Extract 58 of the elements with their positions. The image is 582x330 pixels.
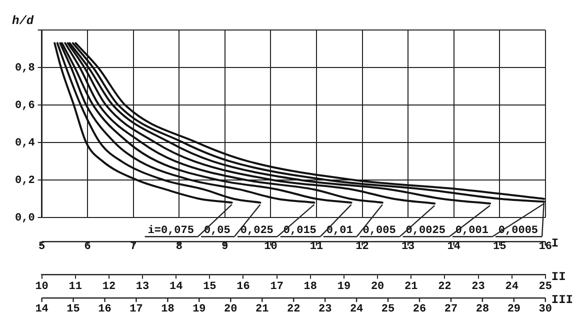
y-axis-title: h/d <box>12 14 34 28</box>
x2-axis-title: II <box>551 270 566 284</box>
text: III <box>551 293 574 308</box>
x2-tick-label: 14 <box>169 281 184 294</box>
y-tick-label: 0,6 <box>14 100 35 112</box>
x2-tick-label: 12 <box>102 281 116 294</box>
text: 0,015 <box>283 224 317 237</box>
text: 27 <box>444 303 458 316</box>
text: 25 <box>381 303 396 316</box>
text: 18 <box>161 303 175 316</box>
x2-tick-label: 15 <box>203 281 217 294</box>
text: 16 <box>98 303 112 316</box>
x2-tick-label: 16 <box>236 281 250 294</box>
y-tick-label: 0,4 <box>14 137 36 150</box>
y-tick-label: 0,0 <box>14 212 35 224</box>
x-tick-label: 10 <box>264 240 278 253</box>
text: 0,01 <box>326 224 354 237</box>
text: 0,025 <box>240 224 274 237</box>
text: 17 <box>130 303 143 316</box>
text: 23 <box>318 303 332 316</box>
x2-tick-label: 17 <box>270 281 284 294</box>
x2-tick-label: 22 <box>438 281 452 294</box>
text: 15 <box>66 303 80 316</box>
x2-tick-label: 11 <box>68 281 82 294</box>
text: 26 <box>412 303 426 316</box>
x-tick-label: 11 <box>310 240 324 253</box>
text: 0,0005 <box>498 224 538 237</box>
text: i=0,075 <box>148 224 194 237</box>
x-tick-label: 14 <box>447 240 461 253</box>
x-tick-label: 15 <box>493 240 507 253</box>
x-tick-label: 16 <box>538 240 552 253</box>
y-tick-label: 0,8 <box>14 62 36 74</box>
x2-tick-label: 13 <box>136 281 150 294</box>
x2-tick-label: 19 <box>337 281 351 294</box>
text: 21 <box>256 303 270 316</box>
x2-tick-label: 23 <box>472 281 486 294</box>
x2-tick-label: 20 <box>370 281 384 294</box>
x-axis-title: I <box>551 236 559 251</box>
text: 29 <box>507 303 521 316</box>
x2-tick-label: 25 <box>538 281 552 294</box>
y-tick-label: 0,2 <box>14 174 35 187</box>
text: 30 <box>538 303 552 316</box>
text: 0,0025 <box>406 224 446 237</box>
text: 14 <box>35 303 49 316</box>
text: 20 <box>224 303 238 316</box>
x2-tick-label: 21 <box>404 281 418 294</box>
text: 22 <box>287 303 300 316</box>
text: 24 <box>350 303 364 316</box>
x-tick-label: 12 <box>356 240 369 253</box>
x2-tick-label: 18 <box>304 281 318 294</box>
x2-tick-label: 10 <box>35 281 48 294</box>
text: 0,05 <box>204 224 231 237</box>
text: 0,001 <box>455 224 489 237</box>
x-tick-label: 13 <box>401 240 416 253</box>
text: 19 <box>192 303 206 316</box>
x2-tick-label: 24 <box>505 281 519 294</box>
text: 28 <box>476 303 490 316</box>
text: 0,005 <box>362 224 396 237</box>
